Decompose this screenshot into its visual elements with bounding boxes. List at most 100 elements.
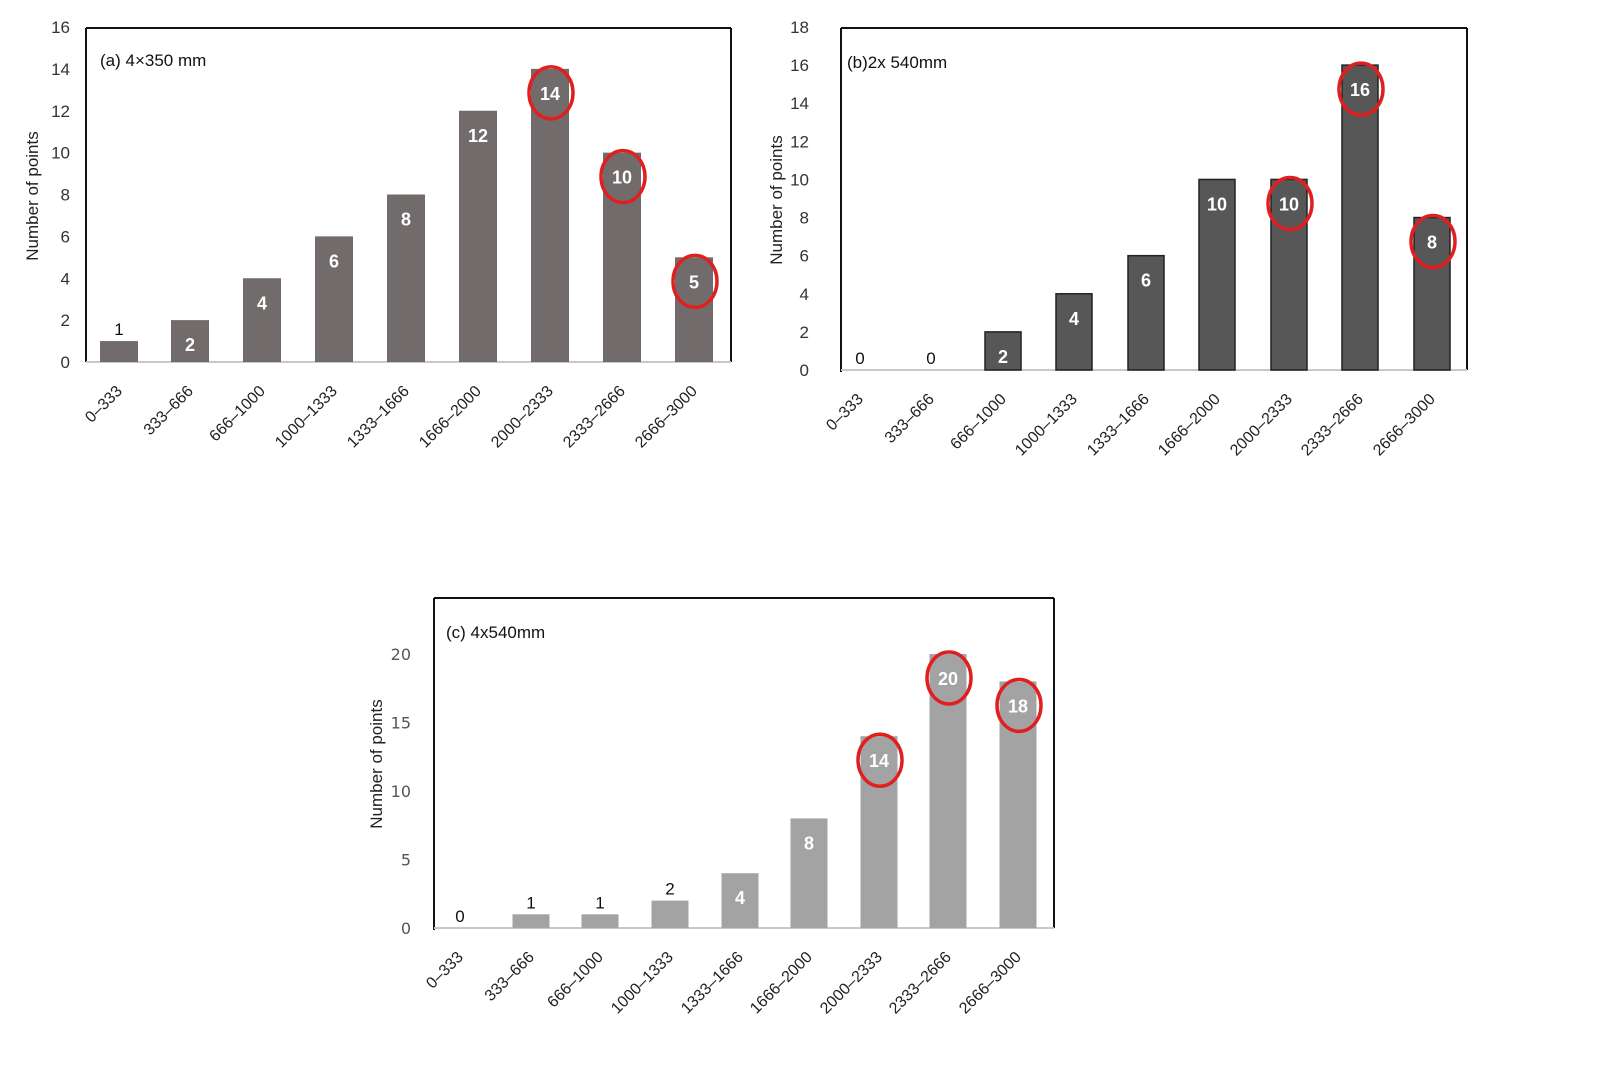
y-tick-label: 10 bbox=[391, 782, 411, 801]
panel-title: (b)2x 540mm bbox=[847, 53, 947, 72]
bar bbox=[790, 818, 828, 928]
y-tick-label: 14 bbox=[790, 94, 809, 113]
bar bbox=[512, 914, 550, 928]
y-tick-label: 4 bbox=[800, 285, 809, 304]
data-label: 14 bbox=[869, 751, 889, 771]
data-label: 6 bbox=[1141, 271, 1151, 291]
y-tick-label: 10 bbox=[51, 144, 70, 163]
bar bbox=[1055, 293, 1093, 371]
bar bbox=[1127, 254, 1165, 371]
x-tick-label: 666–1000 bbox=[544, 949, 606, 1011]
bar bbox=[387, 194, 425, 362]
data-label: 14 bbox=[540, 84, 560, 104]
bar bbox=[1413, 216, 1451, 371]
data-label: 10 bbox=[612, 168, 632, 188]
chart-b: 0 2 4 6 8 10 12 14 16 18 Number of points (b)2x 540… bbox=[767, 18, 1468, 460]
y-tick-label: 10 bbox=[790, 170, 809, 189]
y-tick-label: 8 bbox=[800, 209, 809, 228]
data-label: 4 bbox=[735, 888, 745, 908]
data-label: 16 bbox=[1350, 80, 1370, 100]
x-tick-label: 2666–3000 bbox=[632, 383, 701, 452]
y-tick-label: 6 bbox=[61, 227, 70, 246]
y-tick-label: 15 bbox=[391, 714, 411, 733]
x-tick-label: 666–1000 bbox=[947, 391, 1009, 453]
highlight-circle bbox=[925, 650, 973, 706]
y-tick-label: 2 bbox=[800, 323, 809, 342]
x-tick-label: 1333–1666 bbox=[678, 949, 747, 1018]
highlight-circle bbox=[527, 65, 575, 121]
y-tick-label: 12 bbox=[790, 132, 809, 151]
bar bbox=[651, 900, 689, 928]
data-label: 0 bbox=[926, 349, 935, 368]
bar bbox=[1270, 178, 1308, 371]
y-tick-label: 16 bbox=[51, 18, 70, 37]
x-tick-label: 1333–1666 bbox=[344, 383, 413, 452]
data-label: 12 bbox=[468, 126, 488, 146]
x-tick-label: 1000–1333 bbox=[272, 383, 341, 452]
bar bbox=[929, 654, 967, 928]
x-tick-label: 2666–3000 bbox=[956, 949, 1025, 1018]
y-axis-title: Number of points bbox=[367, 699, 386, 828]
data-label: 10 bbox=[1207, 194, 1227, 214]
data-label: 0 bbox=[455, 907, 464, 926]
data-label: 2 bbox=[665, 880, 674, 899]
y-tick-label: 14 bbox=[51, 60, 70, 79]
data-label: 2 bbox=[998, 347, 1008, 367]
highlight-circle bbox=[1337, 61, 1385, 117]
y-axis-title: Number of points bbox=[23, 131, 42, 260]
x-tick-label: 1333–1666 bbox=[1084, 391, 1153, 460]
highlight-circle bbox=[1409, 213, 1457, 270]
y-tick-label: 16 bbox=[790, 56, 809, 75]
x-tick-label: 1000–1333 bbox=[1012, 391, 1081, 460]
bar bbox=[860, 736, 898, 928]
x-tick-label: 333–666 bbox=[482, 949, 538, 1005]
bar bbox=[171, 320, 209, 362]
x-tick-label: 1000–1333 bbox=[608, 949, 677, 1018]
y-tick-label: 18 bbox=[790, 18, 809, 37]
bar bbox=[675, 257, 713, 362]
data-label: 4 bbox=[257, 293, 267, 313]
x-tick-label: 2000–2333 bbox=[488, 383, 557, 452]
bar bbox=[459, 110, 497, 362]
y-tick-label: 0 bbox=[401, 919, 411, 938]
x-tick-label: 2333–2666 bbox=[886, 949, 955, 1018]
bar bbox=[100, 341, 138, 362]
y-tick-label: 6 bbox=[800, 247, 809, 266]
x-tick-label: 0–333 bbox=[823, 391, 867, 435]
x-tick-label: 666–1000 bbox=[206, 383, 268, 445]
y-tick-label: 20 bbox=[391, 645, 411, 664]
bar bbox=[1198, 178, 1236, 371]
panel-title: (c) 4x540mm bbox=[446, 623, 545, 642]
x-tick-label: 2666–3000 bbox=[1370, 391, 1439, 460]
x-tick-label: 2000–2333 bbox=[817, 949, 886, 1018]
y-tick-label: 8 bbox=[61, 186, 70, 205]
data-label: 0 bbox=[855, 349, 864, 368]
bar bbox=[243, 278, 281, 362]
data-label: 8 bbox=[804, 833, 814, 853]
highlight-circle bbox=[856, 732, 904, 788]
x-tick-label: 2000–2333 bbox=[1227, 391, 1296, 460]
data-label: 2 bbox=[185, 335, 195, 355]
x-tick-label: 0–333 bbox=[423, 949, 467, 993]
data-label: 20 bbox=[938, 669, 958, 689]
chart-c: 0 5 10 15 20 Number of points (c) 4x540mm 0 0–33… bbox=[367, 597, 1055, 1018]
data-label: 8 bbox=[401, 210, 411, 230]
data-label: 1 bbox=[114, 320, 123, 339]
x-tick-label: 1666–2000 bbox=[416, 383, 485, 452]
y-tick-label: 12 bbox=[51, 102, 70, 121]
data-label: 4 bbox=[1069, 309, 1079, 329]
y-tick-label: 0 bbox=[800, 361, 809, 380]
bar bbox=[721, 873, 759, 928]
bar bbox=[603, 152, 641, 362]
data-label: 1 bbox=[595, 893, 604, 912]
data-label: 10 bbox=[1279, 194, 1299, 214]
highlight-circle bbox=[1266, 175, 1314, 232]
y-tick-label: 5 bbox=[401, 851, 411, 870]
highlight-circle bbox=[671, 253, 719, 310]
x-tick-label: 333–666 bbox=[141, 383, 197, 439]
highlight-circle bbox=[995, 677, 1043, 734]
y-tick-label: 2 bbox=[61, 311, 70, 330]
bar bbox=[999, 681, 1037, 928]
